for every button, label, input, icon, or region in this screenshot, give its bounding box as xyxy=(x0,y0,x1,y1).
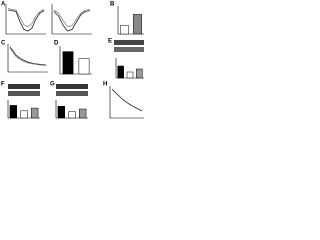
line xyxy=(53,9,91,27)
line xyxy=(53,10,91,32)
bar xyxy=(20,110,28,119)
panel-label: D xyxy=(54,41,59,47)
axes xyxy=(7,100,40,119)
blot-f xyxy=(8,84,40,96)
bar xyxy=(126,71,134,79)
axes xyxy=(7,44,48,73)
bar xyxy=(78,58,90,75)
bar xyxy=(120,25,129,35)
line xyxy=(111,88,143,112)
bar xyxy=(79,108,87,119)
panel-label: C xyxy=(1,41,6,47)
panel-label: A xyxy=(1,2,6,8)
axes xyxy=(51,4,92,35)
panel-label: E xyxy=(108,39,112,45)
panel-label: F xyxy=(1,82,5,88)
panel-label: G xyxy=(50,82,55,88)
bar xyxy=(31,107,39,119)
axes xyxy=(109,86,144,119)
axes xyxy=(5,4,46,35)
axes xyxy=(55,100,88,119)
bar xyxy=(57,106,65,119)
axes xyxy=(115,58,144,79)
bar xyxy=(68,111,76,119)
bar xyxy=(117,65,124,79)
bar xyxy=(133,14,142,35)
bar xyxy=(62,51,74,75)
line xyxy=(7,8,45,27)
line xyxy=(7,9,45,32)
blot-e xyxy=(114,40,144,52)
bar xyxy=(136,68,143,79)
line xyxy=(9,47,47,66)
line xyxy=(9,46,47,66)
figure: A B C D E F G H xyxy=(0,0,150,121)
blot-g xyxy=(56,84,88,96)
panel-label: B xyxy=(110,2,115,8)
bar xyxy=(9,105,17,119)
panel-label: H xyxy=(103,82,107,88)
